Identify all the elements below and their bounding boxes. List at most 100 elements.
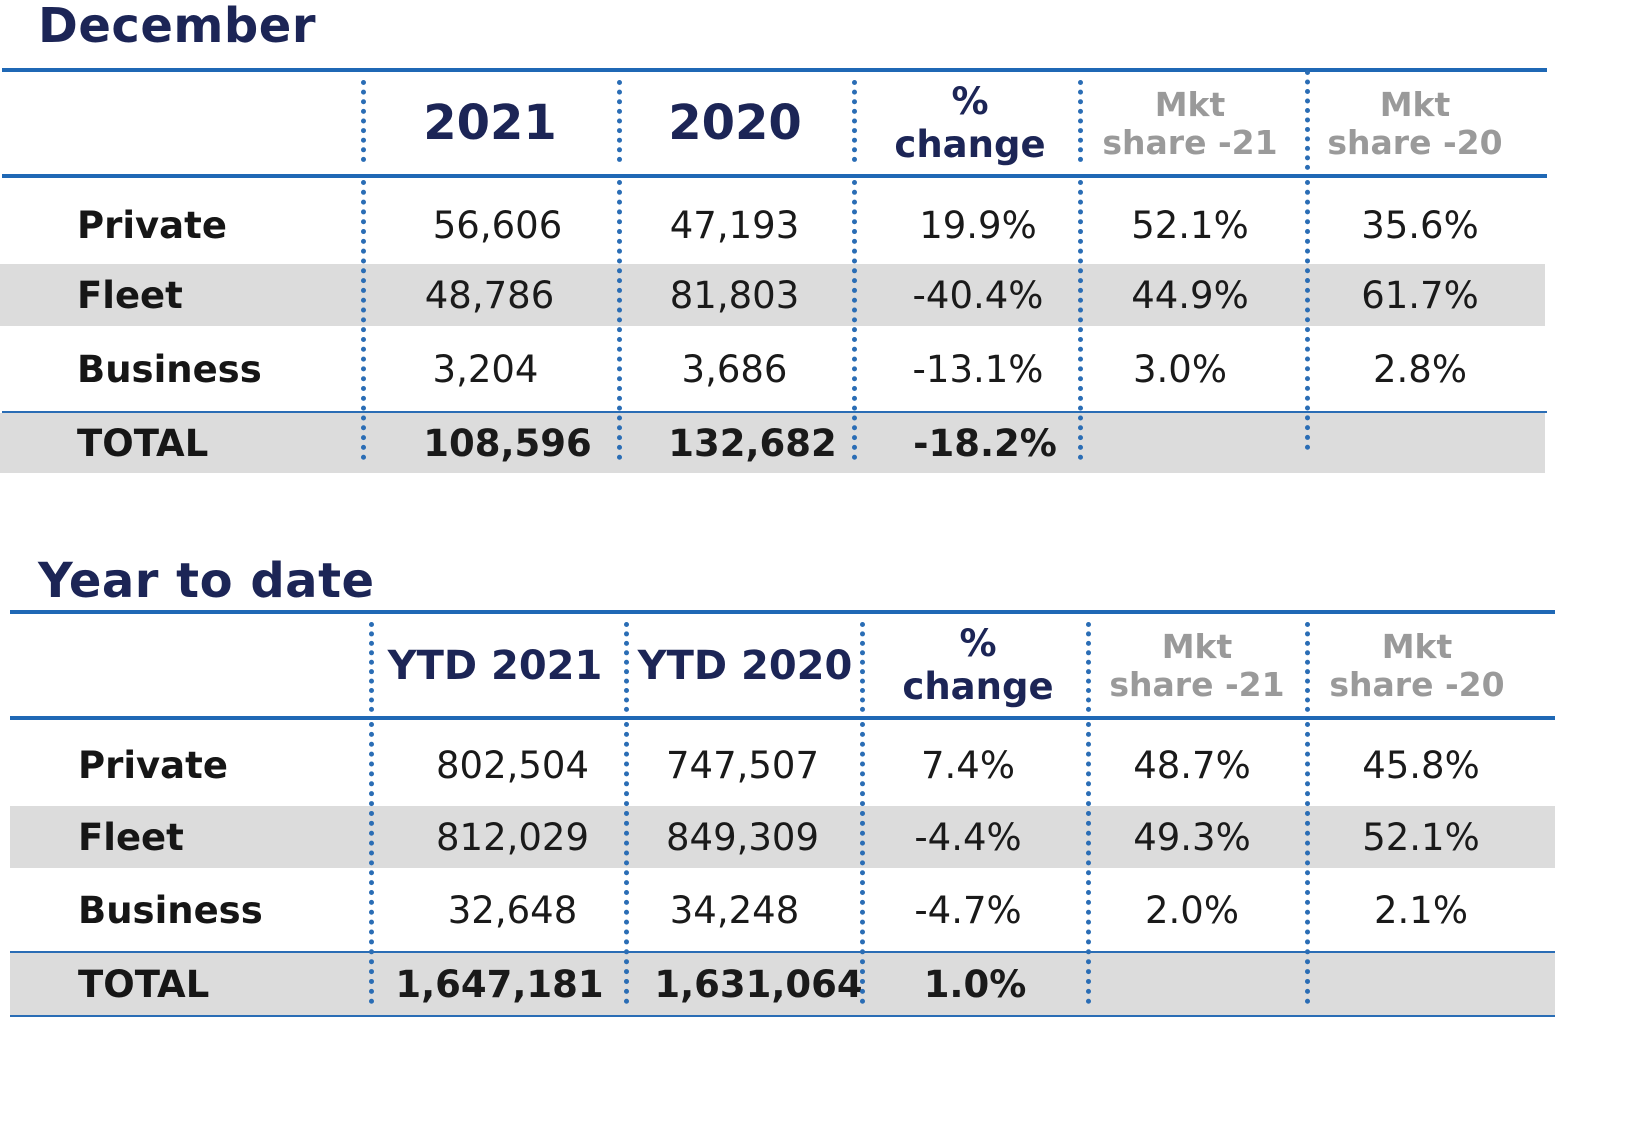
row-label: Business (77, 347, 262, 391)
cell-ytd-2021: 802,504 (435, 743, 589, 787)
table-row-total: TOTAL 108,596 132,682 -18.2% (0, 413, 1545, 473)
column-divider (1078, 80, 1083, 162)
cell-share-20: 52.1% (1362, 815, 1480, 859)
header-2021: 2021 (423, 95, 557, 152)
row-label: Fleet (78, 815, 184, 859)
row-label: Private (78, 743, 228, 787)
cell-ytd-2020: 849,309 (665, 815, 819, 859)
column-divider (1305, 70, 1310, 170)
cell-share-21: 48.7% (1133, 743, 1251, 787)
cell-share-20: 35.6% (1361, 203, 1479, 247)
header-share-20: share -20 (1327, 123, 1503, 162)
header-bottom-rule (2, 174, 1547, 178)
table-row-business: Business 3,204 3,686 -13.1% 3.0% 2.8% (0, 326, 1635, 412)
cell-change: 19.9% (919, 203, 1037, 247)
total-bottom-rule (10, 1015, 1555, 1017)
section-title: December (38, 0, 317, 54)
column-divider (1086, 622, 1091, 712)
column-divider (1086, 722, 1091, 1004)
cell-share-20: 2.1% (1374, 888, 1468, 932)
cell-2020: 3,686 (681, 347, 788, 391)
cell-share-21: 44.9% (1131, 273, 1249, 317)
row-label: TOTAL (78, 962, 210, 1006)
table-row-private: Private 802,504 747,507 7.4% 48.7% 45.8% (0, 724, 1635, 806)
cell-2021: 56,606 (432, 203, 563, 247)
cell-share-20: 2.8% (1373, 347, 1467, 391)
column-divider (361, 80, 366, 162)
row-label: Business (78, 888, 263, 932)
cell-share-20: 61.7% (1361, 273, 1479, 317)
table-row-fleet: Fleet 48,786 81,803 -40.4% 44.9% 61.7% (0, 264, 1545, 326)
cell-ytd-2021: 812,029 (435, 815, 589, 859)
column-divider (624, 722, 629, 1004)
column-divider (852, 180, 857, 460)
cell-change: -40.4% (912, 273, 1044, 317)
table-row-business: Business 32,648 34,248 -4.7% 2.0% 2.1% (0, 868, 1635, 952)
header-mkt-21: Mkt (1154, 85, 1226, 125)
column-divider (1078, 180, 1083, 460)
cell-ytd-2020: 747,507 (665, 743, 819, 787)
table-row-fleet: Fleet 812,029 849,309 -4.4% 49.3% 52.1% (10, 806, 1555, 868)
column-divider (369, 722, 374, 1004)
table-row-private: Private 56,606 47,193 19.9% 52.1% 35.6% (0, 186, 1635, 264)
column-divider (852, 80, 857, 162)
cell-change: -13.1% (912, 347, 1044, 391)
cell-ytd-2021: 1,647,181 (395, 962, 604, 1006)
cell-2020: 132,682 (668, 421, 837, 465)
header-mkt-share-20: Mkt share -20 (1312, 614, 1522, 718)
row-label: Private (77, 203, 227, 247)
cell-2021: 108,596 (423, 421, 592, 465)
header-share-20: share -20 (1329, 665, 1505, 704)
total-top-rule (10, 951, 1555, 953)
header-row: YTD 2021 YTD 2020 % change Mkt share -21… (0, 614, 1635, 718)
column-divider (860, 622, 865, 712)
header-ytd-2020: YTD 2020 (637, 643, 853, 689)
header-mkt-share-20: Mkt share -20 (1310, 72, 1520, 176)
header-pct-symbol: % (951, 80, 989, 124)
column-divider (361, 180, 366, 460)
column-divider (369, 622, 374, 712)
header-ytd-2021: YTD 2021 (387, 643, 603, 689)
cell-share-20: 45.8% (1362, 743, 1480, 787)
header-mkt-share-21: Mkt share -21 (1085, 72, 1295, 176)
section-title: Year to date (38, 553, 375, 609)
column-divider (1305, 180, 1310, 450)
header-pct-change: % change (860, 72, 1080, 176)
header-pct-change: % change (868, 614, 1088, 718)
cell-change: -18.2% (913, 421, 1057, 465)
cell-2020: 81,803 (669, 273, 800, 317)
total-top-rule (2, 411, 1547, 413)
cell-ytd-2020: 34,248 (669, 888, 800, 932)
header-share-21: share -21 (1109, 665, 1285, 704)
cell-2021: 48,786 (424, 273, 555, 317)
column-divider (617, 80, 622, 162)
top-rule (10, 610, 1555, 614)
cell-change: -4.4% (914, 815, 1022, 859)
header-row: 2021 2020 % change Mkt share -21 Mkt sha… (0, 72, 1635, 176)
cell-change: 7.4% (921, 743, 1015, 787)
cell-ytd-2020: 1,631,064 (654, 962, 863, 1006)
cell-change: -4.7% (914, 888, 1022, 932)
header-mkt-20: Mkt (1381, 627, 1453, 667)
row-label: Fleet (77, 273, 183, 317)
cell-share-21: 52.1% (1131, 203, 1249, 247)
header-bottom-rule (10, 716, 1555, 720)
header-mkt-21: Mkt (1161, 627, 1233, 667)
column-divider (617, 180, 622, 460)
header-2020: 2020 (668, 95, 802, 152)
cell-2021: 3,204 (432, 347, 539, 391)
table-row-total: TOTAL 1,647,181 1,631,064 1.0% (10, 953, 1555, 1015)
top-rule (2, 68, 1547, 72)
ytd-table: YTD 2021 YTD 2020 % change Mkt share -21… (0, 610, 1635, 1022)
header-change-word: change (894, 123, 1046, 166)
cell-share-21: 3.0% (1133, 347, 1227, 391)
cell-ytd-2021: 32,648 (447, 888, 578, 932)
header-change-word: change (902, 665, 1054, 708)
header-pct-symbol: % (959, 622, 997, 666)
header-share-21: share -21 (1102, 123, 1278, 162)
cell-share-21: 2.0% (1145, 888, 1239, 932)
column-divider (1305, 622, 1310, 712)
column-divider (624, 622, 629, 712)
cell-share-21: 49.3% (1133, 815, 1251, 859)
row-label: TOTAL (77, 421, 209, 465)
